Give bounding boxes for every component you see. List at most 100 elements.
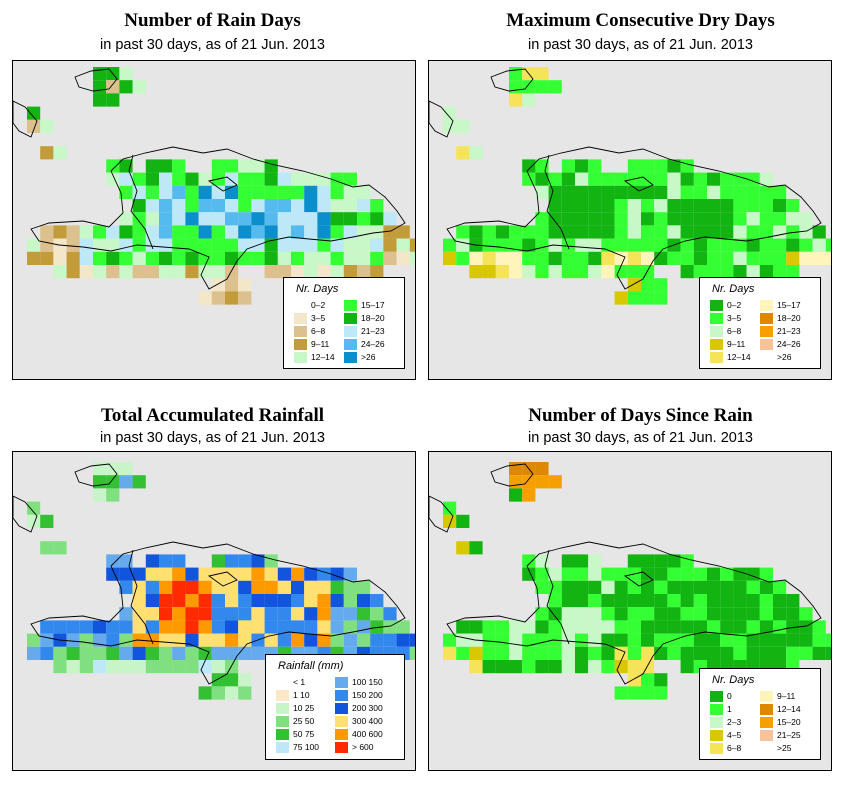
grid-cell — [575, 238, 589, 252]
grid-cell — [627, 580, 641, 594]
grid-cell — [304, 265, 318, 279]
grid-cell — [172, 620, 186, 634]
grid-cell — [343, 580, 357, 594]
grid-cell — [211, 660, 225, 674]
grid-cell — [172, 225, 186, 239]
grid-cell — [720, 185, 734, 199]
grid-cell — [53, 251, 67, 265]
grid-cell — [495, 238, 509, 252]
grid-cell — [264, 251, 278, 265]
grid-cell — [145, 172, 159, 186]
dry-days-map-svg — [429, 67, 831, 305]
grid-cell — [370, 251, 384, 265]
grid-cell — [627, 265, 641, 279]
grid-cell — [145, 567, 159, 581]
grid-cell — [535, 660, 549, 674]
grid-cell — [733, 580, 747, 594]
grid-cell — [132, 660, 146, 674]
grid-cell — [509, 462, 523, 476]
grid-cell — [588, 225, 602, 239]
grid-cell — [251, 620, 265, 634]
grid-cell — [733, 251, 747, 265]
grid-cell — [357, 212, 371, 226]
grid-cell — [291, 620, 305, 634]
grid-cell — [277, 238, 291, 252]
grid-cell — [601, 567, 615, 581]
grid-cell — [106, 265, 120, 279]
grid-cell — [198, 291, 212, 305]
grid-cell — [198, 199, 212, 213]
grid-cell — [786, 265, 800, 279]
grid-cell — [522, 620, 536, 634]
legend-label: 24–26 — [361, 339, 385, 349]
grid-cell — [601, 238, 615, 252]
grid-cell — [132, 212, 146, 226]
grid-cell — [707, 646, 721, 660]
grid-cell — [443, 646, 457, 660]
grid-cell — [79, 620, 93, 634]
grid-cell — [654, 554, 668, 568]
grid-cell — [575, 554, 589, 568]
grid-cell — [614, 225, 628, 239]
grid-cell — [119, 475, 133, 489]
grid-cell — [277, 212, 291, 226]
grid-cell — [172, 607, 186, 621]
grid-cell — [211, 238, 225, 252]
legend-label: 15–17 — [361, 300, 385, 310]
grid-cell — [291, 212, 305, 226]
legend-label: >26 — [361, 352, 376, 362]
grid-cell — [198, 172, 212, 186]
grid-cell — [456, 646, 470, 660]
grid-cell — [159, 594, 173, 608]
grid-cell — [291, 225, 305, 239]
coastline-path — [74, 463, 118, 487]
grid-cell — [548, 475, 562, 489]
legend-label: 9–11 — [777, 691, 796, 701]
grid-cell — [825, 251, 831, 265]
grid-cell — [119, 265, 133, 279]
grid-cell — [145, 225, 159, 239]
grid-cell — [40, 251, 54, 265]
grid-cell — [614, 620, 628, 634]
grid-cell — [561, 594, 575, 608]
grid-cell — [40, 146, 54, 160]
grid-cell — [548, 80, 562, 94]
grid-cell — [198, 567, 212, 581]
grid-cell — [79, 238, 93, 252]
grid-cell — [119, 238, 133, 252]
grid-cell — [106, 159, 120, 173]
grid-cell — [343, 212, 357, 226]
grid-cell — [330, 607, 344, 621]
grid-cell — [304, 251, 318, 265]
grid-cell — [343, 199, 357, 213]
grid-cell — [211, 646, 225, 660]
grid-cell — [746, 620, 760, 634]
grid-cell — [588, 567, 602, 581]
grid-cell — [469, 646, 483, 660]
legend-label: 25 50 — [293, 716, 315, 726]
grid-cell — [601, 212, 615, 226]
grid-cell — [225, 567, 239, 581]
grid-cell — [680, 199, 694, 213]
legend-label: >26 — [777, 352, 792, 362]
grid-cell — [482, 265, 496, 279]
grid-cell — [211, 278, 225, 292]
grid-cell — [720, 265, 734, 279]
grid-cell — [291, 594, 305, 608]
grid-cell — [707, 251, 721, 265]
grid-cell — [79, 633, 93, 647]
grid-cell — [330, 580, 344, 594]
grid-cell — [786, 594, 800, 608]
grid-cell — [509, 67, 523, 81]
grid-cell — [561, 251, 575, 265]
grid-cell — [707, 199, 721, 213]
coastline-path — [544, 549, 570, 645]
legend-swatch — [760, 313, 773, 324]
grid-cell — [159, 199, 173, 213]
grid-cell — [693, 199, 707, 213]
grid-cell — [317, 185, 331, 199]
grid-cell — [211, 580, 225, 594]
grid-cell — [172, 580, 186, 594]
grid-cell — [614, 633, 628, 647]
grid-cell — [588, 212, 602, 226]
